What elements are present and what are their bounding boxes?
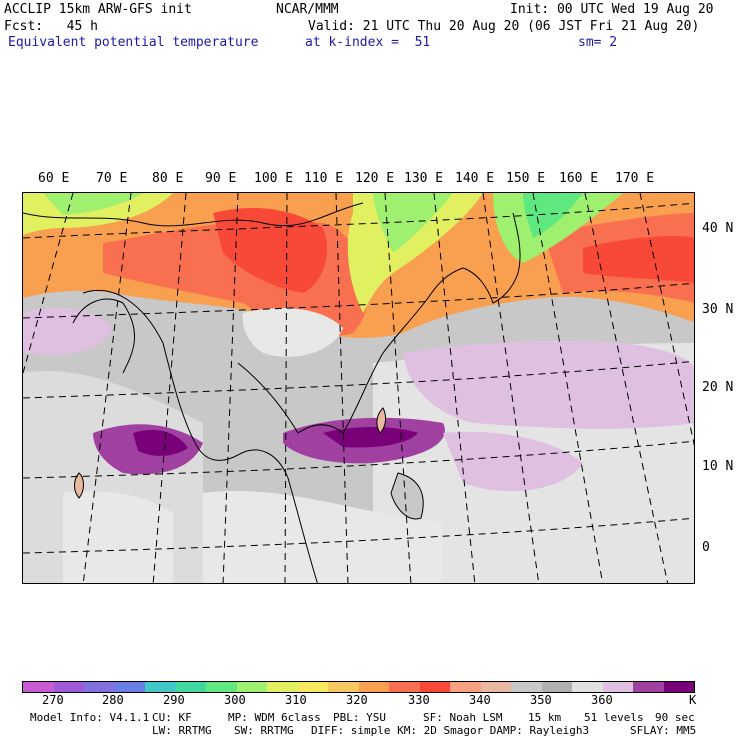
- colorbar-segment: [114, 682, 145, 692]
- colorbar-tick-label: 350: [530, 693, 552, 707]
- theta-e-field: [23, 193, 694, 583]
- lon-label: 160 E: [559, 171, 599, 186]
- cumulus-scheme: CU: KF: [152, 711, 192, 724]
- init-time: Init: 00 UTC Wed 19 Aug 20: [510, 2, 714, 17]
- colorbar-segment: [267, 682, 298, 692]
- lon-label: 140 E: [455, 171, 495, 186]
- colorbar-segment: [297, 682, 328, 692]
- pbl-scheme: PBL: YSU: [333, 711, 386, 724]
- colorbar-segment: [23, 682, 54, 692]
- colorbar-segment: [328, 682, 359, 692]
- colorbar-tick-label: 330: [408, 693, 430, 707]
- vertical-levels: 51 levels: [584, 711, 644, 724]
- longwave-scheme: LW: RRTMG: [152, 724, 212, 737]
- lat-label: 10 N: [702, 459, 734, 474]
- colorbar-segment: [84, 682, 115, 692]
- colorbar-segment: [450, 682, 481, 692]
- level-index: at k-index = 51: [305, 35, 431, 50]
- colorbar-segment: [480, 682, 511, 692]
- colorbar-tick-label: 280: [102, 693, 124, 707]
- forecast-hour: Fcst: 45 h: [4, 19, 98, 34]
- microphysics-scheme: MP: WDM 6class: [228, 711, 321, 724]
- lon-label: 60 E: [38, 171, 70, 186]
- lon-label: 170 E: [615, 171, 655, 186]
- colorbar-segment: [236, 682, 267, 692]
- lon-label: 80 E: [152, 171, 184, 186]
- colorbar: [22, 681, 695, 693]
- smoothing-label: sm= 2: [578, 35, 618, 50]
- model-info: Model Info: V4.1.1: [30, 711, 150, 724]
- surface-scheme: SF: Noah LSM: [423, 711, 503, 724]
- surface-layer-scheme: SFLAY: MM5: [630, 724, 697, 737]
- lat-label: 0: [702, 540, 710, 555]
- map-panel: [22, 192, 695, 584]
- resolution: 15 km: [528, 711, 562, 724]
- colorbar-segment: [53, 682, 84, 692]
- colorbar-segment: [602, 682, 633, 692]
- colorbar-segment: [206, 682, 237, 692]
- colorbar-tick-label: 320: [346, 693, 368, 707]
- lon-label: 100 E: [254, 171, 294, 186]
- diffusion-settings: DIFF: simple KM: 2D Smagor DAMP: Rayleig…: [311, 724, 590, 737]
- lat-label: 20 N: [702, 380, 734, 395]
- lon-label: 70 E: [96, 171, 128, 186]
- colorbar-segment: [511, 682, 542, 692]
- institution-label: NCAR/MMM: [276, 2, 339, 17]
- lon-label: 120 E: [355, 171, 395, 186]
- colorbar-tick-label: 290: [163, 693, 185, 707]
- lon-label: 110 E: [304, 171, 344, 186]
- shortwave-scheme: SW: RRTMG: [234, 724, 294, 737]
- colorbar-tick-label: 360: [591, 693, 613, 707]
- colorbar-segment: [541, 682, 572, 692]
- lon-label: 130 E: [404, 171, 444, 186]
- lat-label: 30 N: [702, 302, 734, 317]
- lon-label: 150 E: [506, 171, 546, 186]
- colorbar-tick-label: 300: [224, 693, 246, 707]
- colorbar-tick-label: 270: [42, 693, 64, 707]
- colorbar-segment: [572, 682, 603, 692]
- colorbar-segment: [145, 682, 176, 692]
- lat-label: 40 N: [702, 221, 734, 236]
- lon-label: 90 E: [205, 171, 237, 186]
- time-step: 90 sec: [655, 711, 695, 724]
- colorbar-segment: [358, 682, 389, 692]
- colorbar-unit: K: [689, 693, 697, 707]
- colorbar-tick-label: 340: [469, 693, 491, 707]
- colorbar-tick-label: 310: [285, 693, 307, 707]
- colorbar-segment: [389, 682, 420, 692]
- colorbar-segment: [175, 682, 206, 692]
- colorbar-segment: [633, 682, 664, 692]
- model-title: ACCLIP 15km ARW-GFS init: [4, 2, 192, 17]
- valid-time: Valid: 21 UTC Thu 20 Aug 20 (06 JST Fri …: [308, 19, 700, 34]
- colorbar-segment: [663, 682, 694, 692]
- field-name: Equivalent potential temperature: [8, 35, 259, 50]
- colorbar-segment: [419, 682, 450, 692]
